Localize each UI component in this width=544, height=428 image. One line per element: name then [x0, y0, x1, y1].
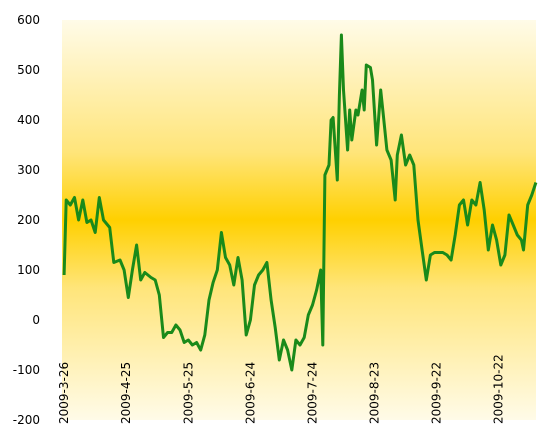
x-tick-label: 2009-3-26	[57, 362, 71, 424]
plot-area	[62, 20, 536, 420]
y-axis-ticks: -200 -100 0 100 200 300 400 500 600	[13, 13, 40, 427]
x-tick-label: 2009-8-23	[368, 362, 382, 424]
y-tick-label: 400	[17, 113, 40, 127]
y-tick-label: -100	[13, 363, 40, 377]
x-tick-label: 2009-7-24	[305, 362, 319, 424]
x-tick-label: 2009-4-25	[119, 362, 133, 424]
y-tick-label: 500	[17, 63, 40, 77]
x-tick-label: 2009-9-22	[430, 362, 444, 424]
y-tick-label: 300	[17, 163, 40, 177]
x-tick-label: 2009-10-22	[492, 354, 506, 424]
y-tick-label: -200	[13, 413, 40, 427]
y-tick-label: 0	[32, 313, 40, 327]
x-axis-ticks: 2009-3-26 2009-4-25 2009-5-25 2009-6-24 2009…	[57, 354, 506, 424]
x-tick-label: 2009-5-25	[181, 362, 195, 424]
y-tick-label: 200	[17, 213, 40, 227]
y-tick-label: 100	[17, 263, 40, 277]
x-tick-label: 2009-6-24	[243, 362, 257, 424]
y-tick-label: 600	[17, 13, 40, 27]
series-line	[62, 33, 538, 372]
